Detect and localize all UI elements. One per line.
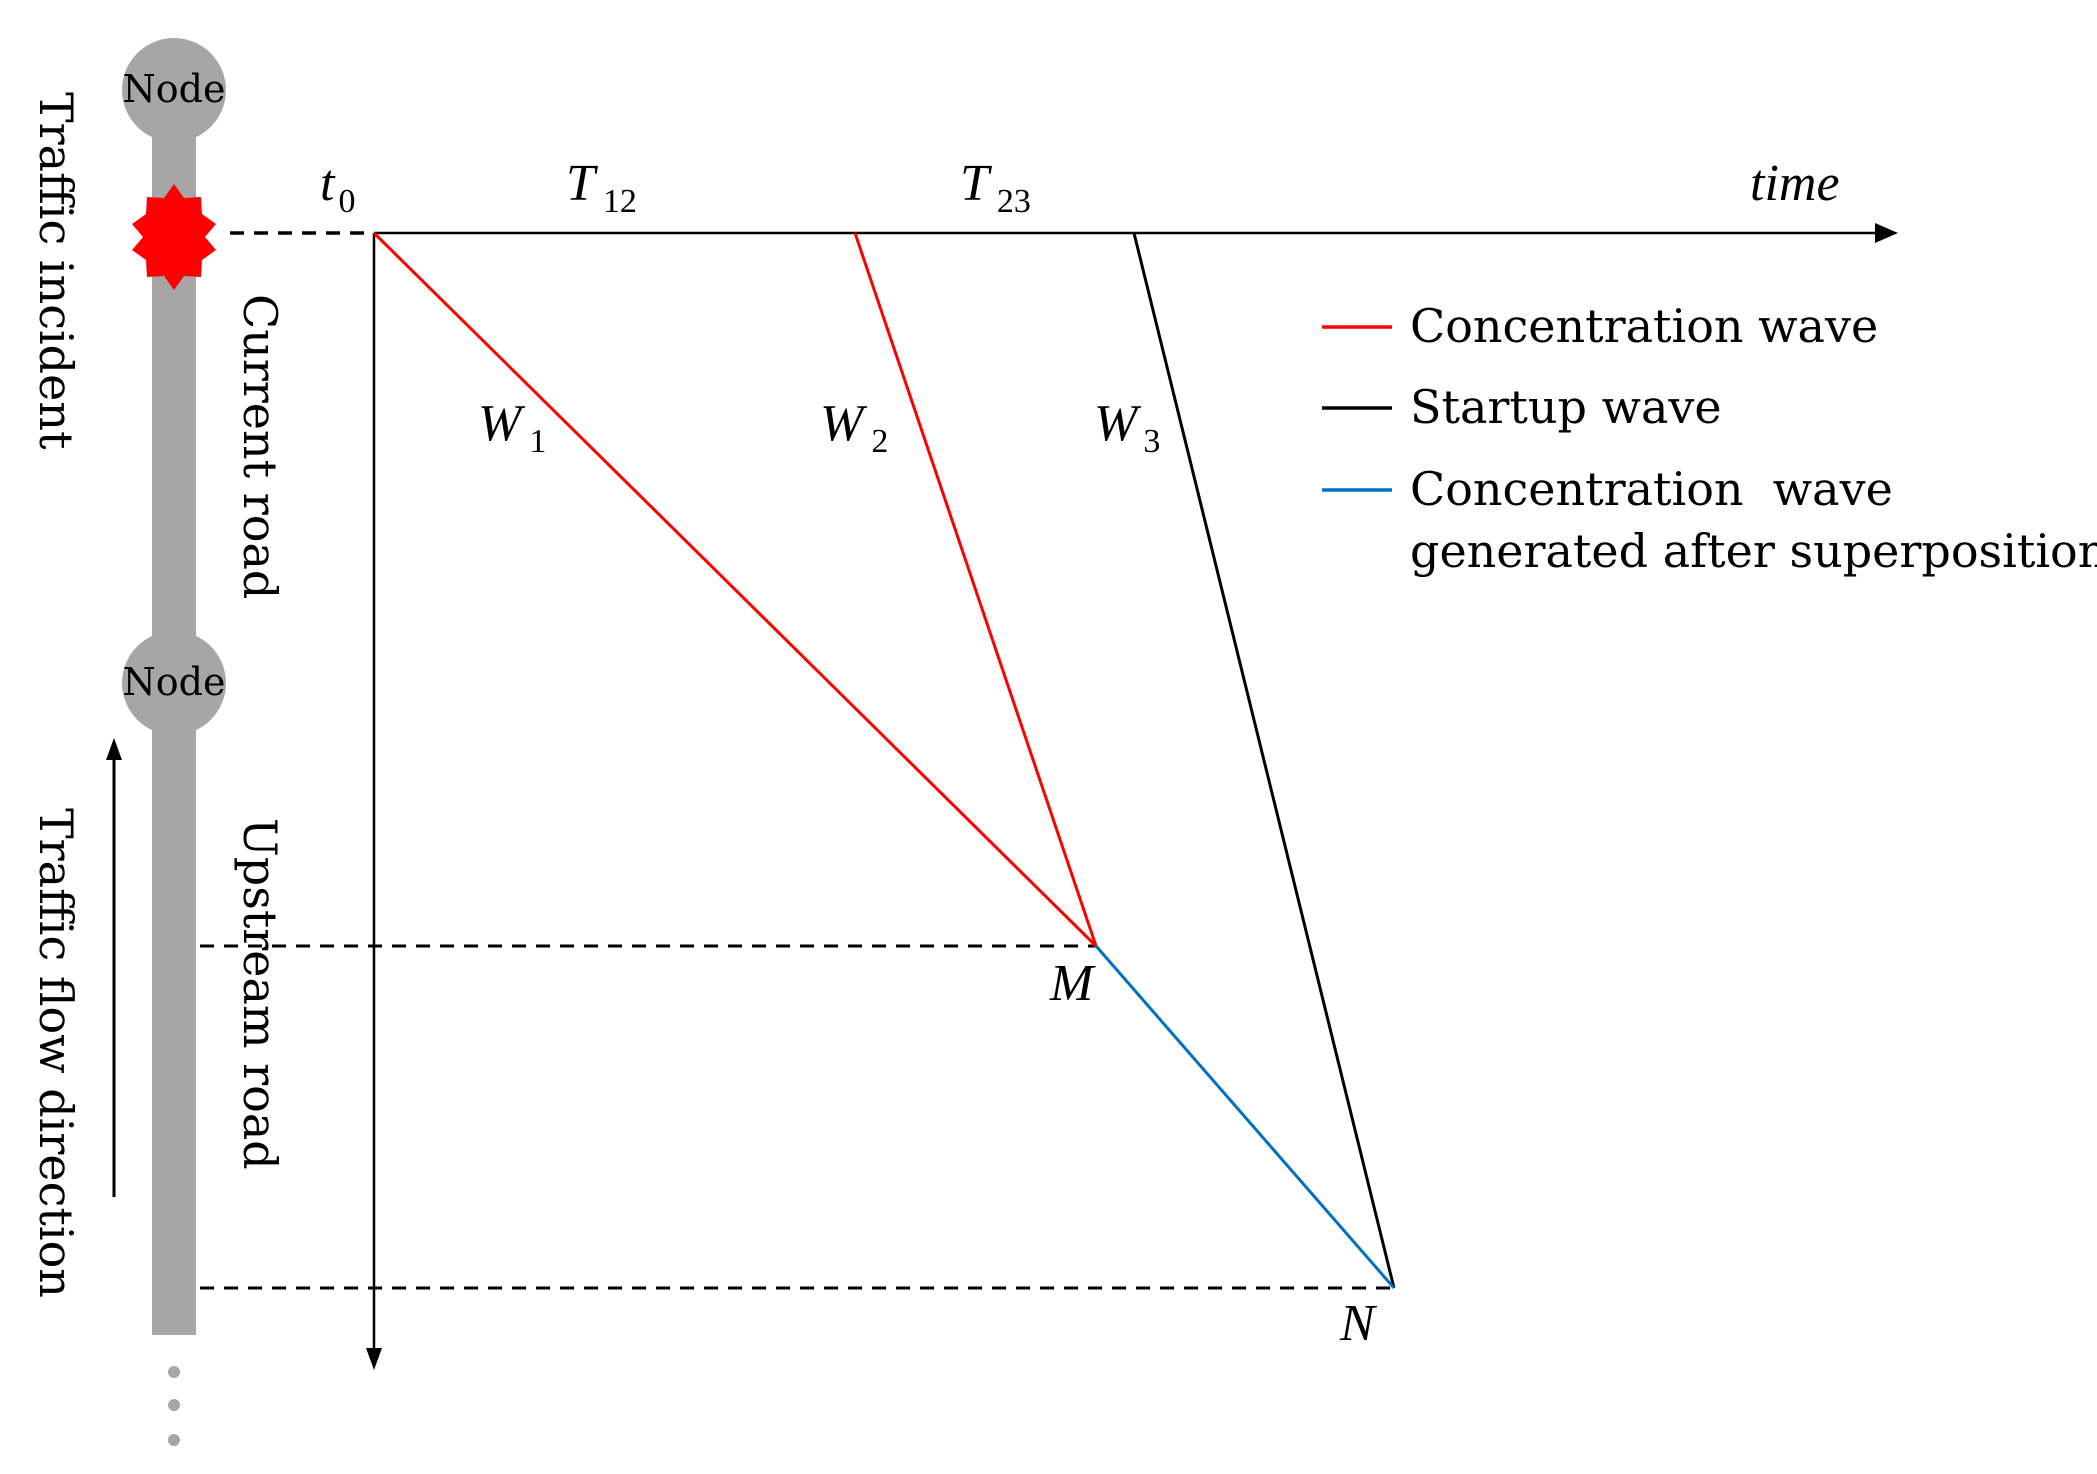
continuation-dot-2 [168, 1399, 180, 1411]
legend-label-superposition: Concentration wave [1410, 462, 1893, 516]
continuation-dot-3 [168, 1434, 180, 1446]
legend: Concentration wave Startup wave Concentr… [1322, 299, 2097, 578]
point-m-label: M [1049, 955, 1096, 1012]
wave-w2-line [853, 232, 1098, 947]
node-middle-label: Node [123, 660, 226, 704]
point-n-label: N [1339, 1295, 1378, 1352]
legend-label-startup: Startup wave [1410, 380, 1722, 434]
legend-label-concentration: Concentration wave [1410, 299, 1878, 353]
flow-direction-arrowhead-icon [106, 738, 122, 760]
current-road-label: Current road [233, 294, 287, 599]
legend-label-superposition-line2: generated after superposition [1410, 524, 2097, 578]
wave-w3-line [1132, 232, 1396, 1289]
upstream-road-label: Upstream road [233, 818, 287, 1170]
time-axis-label: time [1750, 155, 1840, 212]
position-axis-arrowhead-icon [366, 1348, 382, 1370]
wave-w1-line [372, 231, 1098, 948]
node-top-label: Node [123, 67, 226, 111]
node-middle [122, 631, 226, 735]
incident-marker-icon [132, 184, 216, 290]
node-top [122, 38, 226, 142]
t23-label: T 23 [960, 155, 1031, 220]
t12-label: T 12 [566, 155, 637, 220]
traffic-flow-direction-label: Traffic flow direction [29, 808, 83, 1298]
time-axis-arrowhead-icon [1875, 223, 1898, 243]
traffic-incident-label: Traffic incident [29, 92, 83, 450]
superposition-wave-line [1094, 945, 1396, 1289]
continuation-dot-1 [168, 1366, 180, 1378]
